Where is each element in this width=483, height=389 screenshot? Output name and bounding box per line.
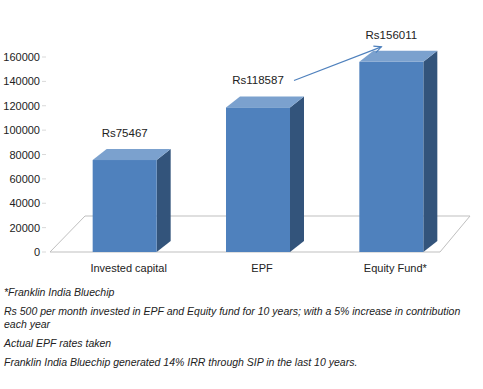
bar: [93, 149, 171, 252]
data-label: Rs156011: [366, 29, 418, 41]
bar-top: [359, 51, 437, 62]
bar-side: [157, 149, 171, 252]
y-tick: [42, 252, 46, 253]
bar-side: [290, 96, 304, 252]
annotation: Actual EPF rates taken: [4, 337, 480, 350]
y-tick: [42, 81, 46, 82]
bar: [226, 96, 304, 252]
y-tick-label: 160000: [3, 51, 40, 63]
y-tick: [42, 130, 46, 131]
y-tick: [42, 154, 46, 155]
x-tick-label: EPF: [251, 262, 273, 274]
bar-top: [226, 96, 304, 107]
data-label: Rs118587: [232, 74, 284, 86]
x-tick-label: Equity Fund*: [364, 262, 428, 274]
y-tick-label: 60000: [9, 173, 40, 185]
y-tick: [42, 105, 46, 106]
y-tick-label: 100000: [3, 124, 40, 136]
y-tick-label: 80000: [9, 149, 40, 161]
bar-top: [93, 149, 171, 160]
notes: *Franklin India Bluechip Rs 500 per month…: [4, 286, 480, 375]
y-tick: [42, 57, 46, 58]
annotation: *Franklin India Bluechip: [4, 286, 480, 299]
bar-front: [93, 160, 157, 252]
x-tick-label: Invested capital: [90, 262, 166, 274]
arrow: [294, 47, 381, 81]
bar-front: [359, 62, 423, 252]
bar-front: [226, 107, 290, 252]
bar-side: [423, 51, 437, 252]
y-tick: [42, 227, 46, 228]
bars: [93, 51, 438, 252]
bar: [359, 51, 437, 252]
y-tick: [42, 203, 46, 204]
y-tick-label: 40000: [9, 197, 40, 209]
y-tick: [42, 178, 46, 179]
y-tick-label: 0: [34, 246, 40, 258]
annotation: Franklin India Bluechip generated 14% IR…: [4, 356, 480, 369]
arrow-head: [373, 46, 381, 52]
annotation: Rs 500 per month invested in EPF and Equ…: [4, 305, 480, 331]
y-tick-label: 20000: [9, 222, 40, 234]
y-tick-label: 120000: [3, 100, 40, 112]
y-tick-label: 140000: [3, 75, 40, 87]
data-label: Rs75467: [102, 127, 148, 139]
